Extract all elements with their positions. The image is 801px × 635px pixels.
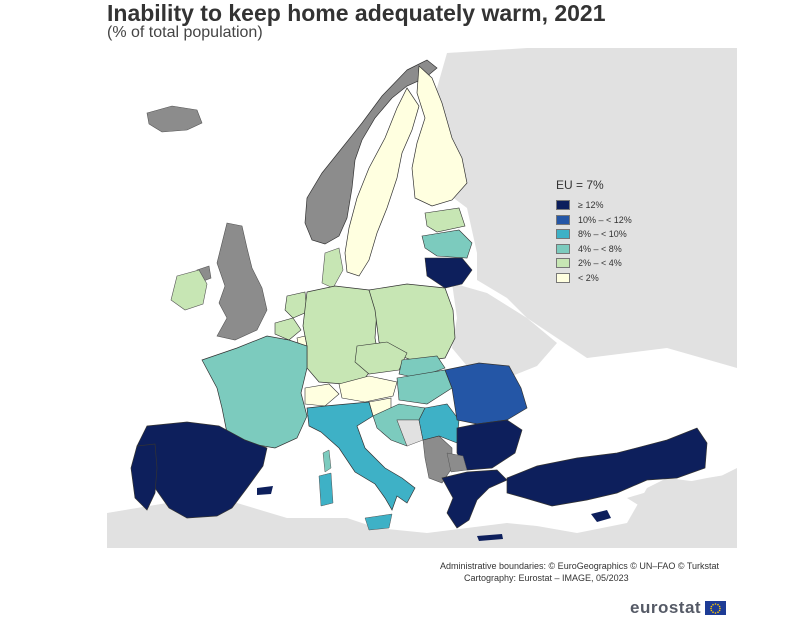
legend-swatch bbox=[556, 258, 570, 269]
map-title: Inability to keep home adequately warm, … bbox=[107, 0, 606, 26]
country-cyprus bbox=[591, 510, 611, 522]
legend-item-lt2: < 2% bbox=[556, 271, 632, 286]
legend-item-ge12: ≥ 12% bbox=[556, 198, 632, 213]
country-portugal bbox=[130, 443, 158, 511]
legend-label: 4% – < 8% bbox=[578, 243, 622, 254]
legend-item-4-8: 4% – < 8% bbox=[556, 242, 632, 257]
country-crete bbox=[477, 534, 503, 541]
country-czechia bbox=[354, 341, 408, 375]
country-western-balkans-nodata bbox=[422, 435, 453, 484]
credits-boundaries: Administrative boundaries: © EuroGeograp… bbox=[440, 561, 720, 571]
eurostat-logo: eurostat bbox=[630, 598, 727, 618]
region-north-africa bbox=[107, 468, 737, 548]
legend-label: 2% – < 4% bbox=[578, 258, 622, 269]
legend-label: 8% – < 10% bbox=[578, 229, 627, 240]
country-greece bbox=[441, 469, 508, 529]
country-north-macedonia bbox=[446, 452, 468, 473]
legend-label: ≥ 12% bbox=[578, 200, 604, 211]
country-austria bbox=[338, 375, 398, 403]
region-belarus-ukraine bbox=[452, 283, 557, 378]
country-latvia bbox=[421, 229, 473, 259]
legend-swatch bbox=[556, 272, 570, 283]
country-italy bbox=[306, 401, 416, 511]
country-romania bbox=[444, 362, 528, 425]
country-corsica bbox=[322, 449, 332, 473]
map-legend: EU = 7% ≥ 12% 10% – < 12% 8% – < 10% 4% … bbox=[556, 178, 632, 285]
country-serbia bbox=[418, 403, 460, 444]
country-belgium bbox=[274, 317, 302, 341]
country-switzerland bbox=[304, 383, 340, 407]
legend-swatch bbox=[556, 200, 570, 211]
eu-flag-icon bbox=[705, 601, 727, 615]
country-netherlands bbox=[284, 291, 308, 319]
region-russia-east bbox=[427, 48, 737, 368]
country-iceland bbox=[146, 105, 203, 133]
europe-map bbox=[107, 48, 737, 548]
country-sicily bbox=[364, 513, 393, 531]
map-credits: Administrative boundaries: © EuroGeograp… bbox=[440, 560, 719, 584]
country-finland bbox=[411, 65, 468, 207]
country-sardinia bbox=[318, 472, 334, 507]
country-hungary bbox=[396, 369, 453, 405]
legend-item-8-10: 8% – < 10% bbox=[556, 227, 632, 242]
country-poland bbox=[368, 283, 456, 363]
credits-cartography: Cartography: Eurostat – IMAGE, 05/2023 bbox=[464, 573, 629, 583]
legend-swatch bbox=[556, 214, 570, 225]
country-lithuania bbox=[424, 257, 473, 289]
legend-item-10-12: 10% – < 12% bbox=[556, 213, 632, 228]
country-denmark bbox=[321, 247, 344, 289]
legend-title: EU = 7% bbox=[556, 178, 604, 192]
legend-label: 10% – < 12% bbox=[578, 214, 632, 225]
country-estonia bbox=[424, 207, 466, 233]
country-balearics bbox=[257, 486, 273, 495]
legend-item-2-4: 2% – < 4% bbox=[556, 256, 632, 271]
legend-swatch bbox=[556, 243, 570, 254]
eurostat-wordmark: eurostat bbox=[630, 598, 702, 617]
country-uk bbox=[216, 222, 268, 341]
country-turkey bbox=[506, 427, 708, 507]
country-france bbox=[201, 335, 308, 449]
region-middle-east bbox=[627, 473, 737, 523]
legend-label: < 2% bbox=[578, 272, 599, 283]
map-subtitle: (% of total population) bbox=[107, 24, 263, 41]
country-ireland bbox=[170, 269, 208, 311]
country-sweden bbox=[344, 87, 420, 277]
legend-swatch bbox=[556, 229, 570, 240]
